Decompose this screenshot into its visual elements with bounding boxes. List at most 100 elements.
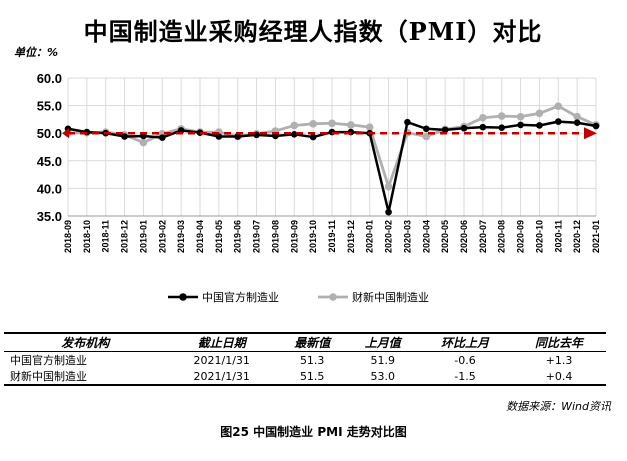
reference-arrow-tail — [62, 128, 69, 139]
data-point — [121, 133, 128, 140]
x-tick-label: 2019-04 — [195, 220, 205, 253]
x-tick-label: 2018-12 — [120, 220, 130, 253]
data-point — [309, 120, 317, 128]
x-tick-label: 2019-09 — [289, 220, 299, 253]
cell-publisher: 财新中国制造业 — [4, 368, 167, 386]
data-point — [498, 124, 506, 131]
legend-label: 财新中国制造业 — [352, 290, 429, 304]
y-tick-label: 45.0 — [37, 154, 62, 169]
figure-caption: 图25 中国制造业 PMI 走势对比图 — [220, 425, 407, 439]
cell-previous: 53.0 — [347, 368, 418, 386]
data-point — [536, 122, 543, 129]
x-tick-label: 2020-10 — [534, 220, 544, 253]
x-tick-label: 2019-11 — [327, 220, 337, 253]
table-header-row: 发布机构 截止日期 最新值 上月值 环比上月 同比去年 — [4, 332, 606, 352]
x-tick-label: 2021-01 — [591, 220, 601, 253]
data-point — [460, 124, 468, 132]
data-point — [573, 112, 581, 121]
x-tick-label: 2020-06 — [459, 220, 469, 253]
data-point — [516, 112, 525, 121]
data-point — [234, 133, 242, 140]
data-point — [554, 102, 563, 110]
x-tick-label: 2019-02 — [157, 220, 167, 253]
x-axis-ticks: 2018-09 2018-10 2018-11 2018-12 2019-01 2019-… — [63, 220, 601, 253]
cell-end-date: 2021/1/31 — [166, 368, 277, 386]
data-point — [479, 123, 487, 131]
y-axis-ticks: 60.0 55.0 50.0 45.0 40.0 35.0 — [37, 71, 62, 224]
data-point — [215, 133, 223, 140]
header-mom: 环比上月 — [417, 332, 512, 352]
x-tick-label: 2020-05 — [440, 220, 450, 253]
legend: 中国官方制造业 财新中国制造业 — [168, 290, 429, 304]
header-end-date: 截止日期 — [166, 332, 277, 352]
cell-latest: 51.5 — [276, 368, 348, 386]
x-tick-label: 2020-08 — [497, 220, 507, 253]
legend-swatch-marker — [179, 293, 187, 301]
data-point — [535, 109, 544, 118]
data-point — [422, 125, 430, 133]
y-tick-label: 40.0 — [37, 181, 62, 196]
data-point — [309, 133, 317, 141]
summary-table: 发布机构 截止日期 最新值 上月值 环比上月 同比去年 中国官方制造业 2021… — [4, 332, 606, 386]
data-point — [384, 182, 393, 191]
x-tick-label: 2020-01 — [365, 220, 375, 253]
x-tick-label: 2019-06 — [233, 220, 243, 253]
cell-end-date: 2021/1/31 — [193, 353, 250, 367]
reference-line-50 — [62, 127, 597, 140]
data-point — [290, 121, 299, 130]
header-yoy: 同比去年 — [511, 332, 606, 352]
data-point — [158, 134, 166, 141]
data-point — [422, 132, 431, 141]
x-tick-label: 2018-09 — [63, 220, 73, 253]
reference-arrow-head — [584, 127, 597, 140]
x-tick-label: 2019-03 — [176, 220, 186, 253]
data-point — [404, 118, 411, 126]
x-tick-label: 2019-05 — [214, 220, 224, 253]
x-tick-label: 2020-07 — [478, 220, 488, 253]
data-point — [347, 121, 355, 129]
data-source-note: 数据来源：Wind资讯 — [506, 400, 611, 413]
data-point — [554, 118, 562, 125]
x-tick-label: 2020-03 — [402, 220, 412, 253]
table-row: 中国官方制造业 2021/1/31 51.3 51.9 -0.6 +1.3 — [4, 352, 606, 369]
data-point — [497, 112, 506, 120]
data-point — [592, 122, 600, 130]
data-point — [573, 119, 581, 127]
x-tick-label: 2019-07 — [252, 220, 262, 253]
unit-label: 单位：% — [14, 46, 58, 59]
x-tick-label: 2019-08 — [270, 220, 280, 253]
x-tick-label: 2019-12 — [346, 220, 356, 253]
header-previous: 上月值 — [347, 332, 418, 352]
legend-swatch-marker — [329, 293, 337, 301]
data-point — [139, 138, 148, 147]
y-tick-label: 35.0 — [37, 209, 62, 224]
data-point — [290, 131, 298, 138]
data-point — [517, 121, 524, 129]
cell-publisher: 中国官方制造业 — [10, 354, 87, 367]
x-tick-label: 2020-02 — [384, 220, 394, 253]
x-tick-label: 2020-12 — [572, 220, 582, 253]
table-row: 财新中国制造业 2021/1/31 51.5 53.0 -1.5 +0.4 — [4, 368, 606, 386]
grid-lines — [67, 77, 597, 217]
cell-mom: -1.5 — [417, 368, 512, 386]
data-point — [441, 126, 449, 134]
data-point — [385, 208, 392, 216]
cell-yoy: +0.4 — [511, 368, 606, 386]
cell-latest: 51.3 — [299, 353, 325, 367]
y-tick-label: 60.0 — [37, 71, 62, 86]
cell-yoy: +1.3 — [545, 353, 573, 367]
pmi-line-chart: 中国制造业采购经理人指数（PMI）对比 单位：% 60.0 55.0 50.0 45.… — [14, 17, 601, 304]
data-point — [479, 113, 487, 122]
x-tick-label: 2020-09 — [516, 220, 526, 253]
header-publisher: 发布机构 — [4, 332, 167, 352]
cell-mom: -0.6 — [454, 353, 476, 367]
y-tick-label: 50.0 — [37, 126, 62, 141]
x-tick-label: 2020-11 — [553, 220, 563, 253]
x-tick-label: 2018-11 — [101, 220, 111, 253]
x-tick-label: 2018-10 — [82, 220, 92, 253]
chart-title: 中国制造业采购经理人指数（PMI）对比 — [84, 17, 543, 46]
y-tick-label: 55.0 — [37, 99, 62, 114]
header-latest: 最新值 — [276, 332, 348, 352]
legend-label: 中国官方制造业 — [202, 290, 279, 304]
data-point — [328, 119, 336, 128]
